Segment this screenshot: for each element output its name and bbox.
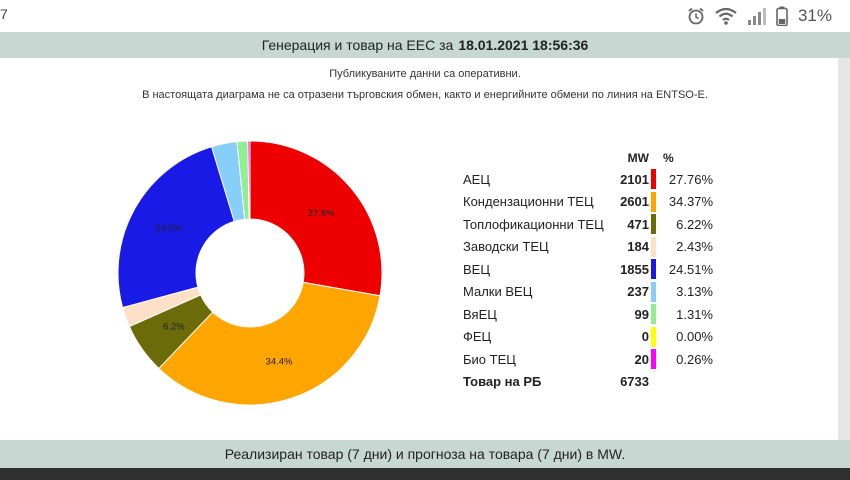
page-header: Генерация и товар на ЕЕС за 18.01.2021 1…	[0, 32, 850, 58]
legend-swatch	[651, 236, 656, 257]
battery-percent: 31%	[797, 6, 832, 25]
legend-row-mw: 0	[641, 329, 649, 345]
forecast-section-header: Реализиран товар (7 дни) и прогноза на т…	[0, 440, 850, 468]
wifi-icon	[714, 6, 738, 26]
alarm-icon	[686, 6, 706, 26]
legend-row-wind: ВяЕЦ 99 1.31%	[463, 303, 713, 326]
donut-slice-label: 6.2%	[163, 321, 185, 332]
donut-slice-label: 24.5%	[155, 223, 182, 234]
legend-total-label: Товар на РБ	[463, 374, 542, 390]
legend-total-mw: 6733	[620, 374, 649, 390]
legend-row-mw: 2101	[620, 171, 649, 187]
legend-row-name: Заводски ТЕЦ	[463, 239, 549, 255]
legend-row-solar: ФЕЦ 0 0.00%	[463, 326, 713, 349]
page-title: Генерация и товар на ЕЕС за	[261, 37, 454, 53]
status-icons: 31%	[686, 5, 832, 27]
legend-row-mw: 237	[627, 284, 649, 300]
legend-total-row: Товар на РБ 6733	[463, 371, 713, 394]
legend-row-name: Топлофикационни ТЕЦ	[463, 216, 604, 232]
legend-row-name: АЕЦ	[463, 171, 490, 187]
notice-exchange: В настоящата диаграма не са отразени тър…	[142, 89, 708, 101]
legend-row-name: Кондензационни ТЕЦ	[463, 194, 594, 210]
legend-row-name: Малки ВЕЦ	[463, 284, 533, 300]
page-datetime: 18.01.2021 18:56:36	[458, 37, 589, 53]
legend-swatch	[651, 169, 656, 190]
legend-header-name	[463, 148, 613, 168]
legend-header-mw: MW	[627, 151, 649, 165]
legend-row-name: Био ТЕЦ	[463, 351, 516, 367]
legend-row-pct: 2.43%	[676, 239, 713, 255]
bottom-bar	[0, 468, 850, 480]
legend-row-pct: 34.37%	[668, 194, 713, 210]
legend-row-mw: 184	[627, 239, 649, 255]
scroll-edge	[838, 58, 850, 440]
legend-row-aec: АЕЦ 2101 27.76%	[463, 168, 713, 191]
signal-icon	[746, 6, 768, 26]
legend-swatch	[651, 281, 656, 302]
generation-donut-chart: 27.8% 34.4% 6.2% 24.5%	[117, 140, 383, 406]
legend-row-mw: 99	[634, 306, 649, 322]
legend-swatch	[651, 214, 656, 235]
donut-slice	[247, 140, 251, 220]
legend-row-name: ВяЕЦ	[463, 306, 497, 322]
legend-row-heating-tpp: Топлофикационни ТЕЦ 471 6.22%	[463, 213, 713, 236]
legend-row-pct: 0.00%	[676, 329, 713, 345]
legend-swatch	[651, 326, 656, 347]
legend-header-pct: %	[663, 151, 674, 165]
legend-row-mw: 471	[627, 216, 649, 232]
status-left-glyph: 7	[0, 6, 8, 22]
battery-icon	[776, 6, 788, 26]
legend-row-bio-tpp: Био ТЕЦ 20 0.26%	[463, 348, 713, 371]
status-bar: 7	[0, 0, 850, 32]
legend-swatch	[651, 349, 656, 370]
forecast-title: Реализиран товар (7 дни) и прогноза на т…	[224, 446, 626, 462]
legend-row-name: ФЕЦ	[463, 329, 492, 345]
legend-row-factory-tpp: Заводски ТЕЦ 184 2.43%	[463, 236, 713, 259]
donut-slice	[158, 281, 381, 406]
donut-slice-label: 34.4%	[266, 356, 293, 367]
legend-row-pct: 6.22%	[676, 216, 713, 232]
legend-row-name: ВЕЦ	[463, 261, 490, 277]
legend-row-pct: 0.26%	[676, 351, 713, 367]
legend-swatch	[651, 191, 656, 212]
legend-swatch	[651, 259, 656, 280]
legend-row-mw: 20	[634, 351, 649, 367]
legend-row-small-hpp: Малки ВЕЦ 237 3.13%	[463, 281, 713, 304]
legend-row-mw: 2601	[620, 194, 649, 210]
legend-row-pct: 24.51%	[668, 261, 713, 277]
legend-header-row: MW %	[463, 148, 713, 168]
legend-row-condensing-tpp: Кондензационни ТЕЦ 2601 34.37%	[463, 191, 713, 214]
legend-row-pct: 27.76%	[668, 171, 713, 187]
donut-slice	[249, 140, 383, 297]
donut-slice	[117, 146, 235, 309]
legend-swatch	[651, 304, 656, 325]
legend-row-hpp: ВЕЦ 1855 24.51%	[463, 258, 713, 281]
legend-row-pct: 3.13%	[676, 284, 713, 300]
notice-operative: Публикуваните данни са оперативни.	[329, 68, 521, 80]
legend-row-pct: 1.31%	[676, 306, 713, 322]
generation-legend: MW % АЕЦ 2101 27.76% Кондензационни ТЕЦ …	[463, 148, 713, 393]
legend-row-mw: 1855	[620, 261, 649, 277]
donut-slice-label: 27.8%	[308, 208, 335, 219]
